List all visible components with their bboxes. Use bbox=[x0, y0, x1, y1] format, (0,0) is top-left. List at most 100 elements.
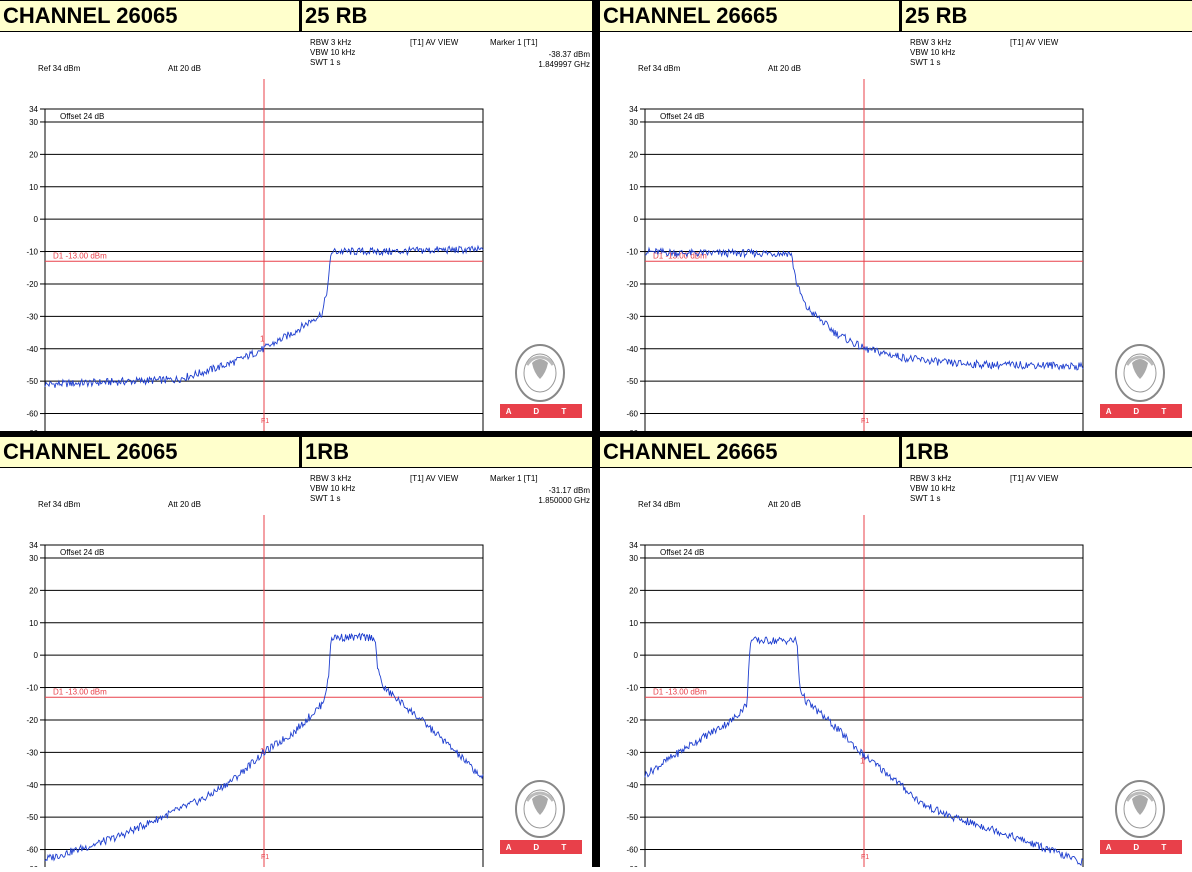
y-tick-label: -20 bbox=[26, 716, 38, 725]
f1-label: F1 bbox=[261, 418, 269, 425]
vbw-text: VBW 10 kHz bbox=[310, 484, 355, 493]
vbw-text: VBW 10 kHz bbox=[310, 48, 355, 57]
y-tick-label: -20 bbox=[626, 716, 638, 725]
adt-badge: A D T bbox=[1100, 404, 1182, 418]
swt-text: SWT 1 s bbox=[910, 58, 941, 67]
panel-header: CHANNEL 26665 1RB bbox=[600, 436, 1192, 468]
rbw-text: RBW 3 kHz bbox=[310, 38, 351, 47]
view-mode-text: [T1] AV VIEW bbox=[1010, 474, 1059, 483]
view-mode-text: [T1] AV VIEW bbox=[410, 38, 459, 47]
rb-label: 25 RB bbox=[302, 1, 592, 31]
offset-text: Offset 24 dB bbox=[660, 548, 704, 557]
marker-readout-level: -31.17 dBm bbox=[549, 486, 591, 495]
vbw-text: VBW 10 kHz bbox=[910, 484, 955, 493]
y-tick-label: -60 bbox=[626, 846, 638, 855]
plot-area: RBW 3 kHz VBW 10 kHz SWT 1 s [T1] AV VIEW Re… bbox=[0, 33, 592, 449]
trace-line bbox=[644, 635, 1084, 866]
chart-panel: CHANNEL 26665 25 RB RBW 3 kHz VBW 10 kHz SWT… bbox=[600, 0, 1192, 449]
attenuation-text: Att 20 dB bbox=[168, 500, 201, 509]
bureau-veritas-seal-icon bbox=[1115, 780, 1165, 838]
y-tick-label: -30 bbox=[626, 312, 638, 321]
y-tick-label: -20 bbox=[626, 280, 638, 289]
y-tick-label: 30 bbox=[629, 554, 638, 563]
y-tick-label: 0 bbox=[34, 651, 39, 660]
ref-level-text: Ref 34 dBm bbox=[38, 500, 81, 509]
y-tick-label: 34 bbox=[29, 541, 38, 550]
marker-readout-label: Marker 1 [T1] bbox=[490, 38, 538, 47]
plot-area: RBW 3 kHz VBW 10 kHz SWT 1 s [T1] AV VIEW Re… bbox=[0, 469, 592, 872]
y-tick-label: 10 bbox=[29, 619, 38, 628]
y-tick-label: -60 bbox=[26, 410, 38, 419]
adt-badge: A D T bbox=[1100, 840, 1182, 854]
channel-label: CHANNEL 26665 bbox=[600, 1, 899, 31]
attenuation-text: Att 20 dB bbox=[768, 500, 801, 509]
y-tick-label: -60 bbox=[626, 410, 638, 419]
plot-area: RBW 3 kHz VBW 10 kHz SWT 1 s [T1] AV VIEW Re… bbox=[600, 33, 1192, 449]
y-tick-label: -50 bbox=[626, 377, 638, 386]
y-tick-label: -10 bbox=[626, 684, 638, 693]
y-tick-label: -50 bbox=[26, 377, 38, 386]
view-mode-text: [T1] AV VIEW bbox=[1010, 38, 1059, 47]
y-tick-label: -60 bbox=[26, 846, 38, 855]
marker-readout-freq: 1.849997 GHz bbox=[538, 60, 590, 69]
marker-readout-level: -38.37 dBm bbox=[549, 50, 591, 59]
trace-line bbox=[644, 246, 1084, 371]
y-tick-label: -10 bbox=[626, 248, 638, 257]
rb-label: 1RB bbox=[302, 437, 592, 467]
trace-line bbox=[44, 632, 484, 862]
panel-header: CHANNEL 26665 25 RB bbox=[600, 0, 1192, 32]
offset-text: Offset 24 dB bbox=[60, 112, 104, 121]
rb-label: 1RB bbox=[902, 437, 1192, 467]
marker-readout-freq: 1.850000 GHz bbox=[538, 496, 590, 505]
limit-label: D1 -13.00 dBm bbox=[53, 251, 107, 260]
limit-label: D1 -13.00 dBm bbox=[653, 251, 707, 260]
plot-area: RBW 3 kHz VBW 10 kHz SWT 1 s [T1] AV VIEW Re… bbox=[600, 469, 1192, 872]
ref-level-text: Ref 34 dBm bbox=[38, 64, 81, 73]
y-tick-label: -10 bbox=[26, 248, 38, 257]
y-tick-label: 10 bbox=[629, 183, 638, 192]
y-tick-label: 0 bbox=[34, 215, 39, 224]
adt-badge: A D T bbox=[500, 404, 582, 418]
y-tick-label: -10 bbox=[26, 684, 38, 693]
y-tick-label: -20 bbox=[26, 280, 38, 289]
y-tick-label: -40 bbox=[26, 345, 38, 354]
chart-panel: CHANNEL 26665 1RB RBW 3 kHz VBW 10 kHz SWT 1… bbox=[600, 436, 1192, 872]
y-tick-label: 30 bbox=[29, 554, 38, 563]
marker-readout-label: Marker 1 [T1] bbox=[490, 474, 538, 483]
limit-label: D1 -13.00 dBm bbox=[53, 687, 107, 696]
f1-label: F1 bbox=[861, 418, 869, 425]
vbw-text: VBW 10 kHz bbox=[910, 48, 955, 57]
offset-text: Offset 24 dB bbox=[60, 548, 104, 557]
marker-1-label: 1 bbox=[860, 756, 865, 765]
panel-header: CHANNEL 26065 25 RB bbox=[0, 0, 592, 32]
bureau-veritas-seal-icon bbox=[515, 780, 565, 838]
bureau-veritas-seal-icon bbox=[515, 344, 565, 402]
y-tick-label: 20 bbox=[29, 586, 38, 595]
attenuation-text: Att 20 dB bbox=[768, 64, 801, 73]
swt-text: SWT 1 s bbox=[310, 494, 341, 503]
y-tick-label: -40 bbox=[626, 781, 638, 790]
rbw-text: RBW 3 kHz bbox=[910, 38, 951, 47]
ref-level-text: Ref 34 dBm bbox=[638, 500, 681, 509]
adt-badge-text: A D T bbox=[506, 843, 577, 852]
swt-text: SWT 1 s bbox=[910, 494, 941, 503]
marker-1-label: 1 bbox=[260, 334, 265, 343]
rbw-text: RBW 3 kHz bbox=[310, 474, 351, 483]
channel-label: CHANNEL 26665 bbox=[600, 437, 899, 467]
channel-label: CHANNEL 26065 bbox=[0, 437, 299, 467]
offset-text: Offset 24 dB bbox=[660, 112, 704, 121]
y-tick-label: -50 bbox=[26, 813, 38, 822]
y-tick-label: 10 bbox=[629, 619, 638, 628]
trace-line bbox=[44, 244, 484, 388]
y-tick-label: 20 bbox=[29, 150, 38, 159]
y-tick-label: 34 bbox=[29, 105, 38, 114]
y-tick-label: -50 bbox=[626, 813, 638, 822]
ref-level-text: Ref 34 dBm bbox=[638, 64, 681, 73]
y-tick-label: -40 bbox=[26, 781, 38, 790]
y-tick-label: -30 bbox=[26, 312, 38, 321]
rb-label: 25 RB bbox=[902, 1, 1192, 31]
